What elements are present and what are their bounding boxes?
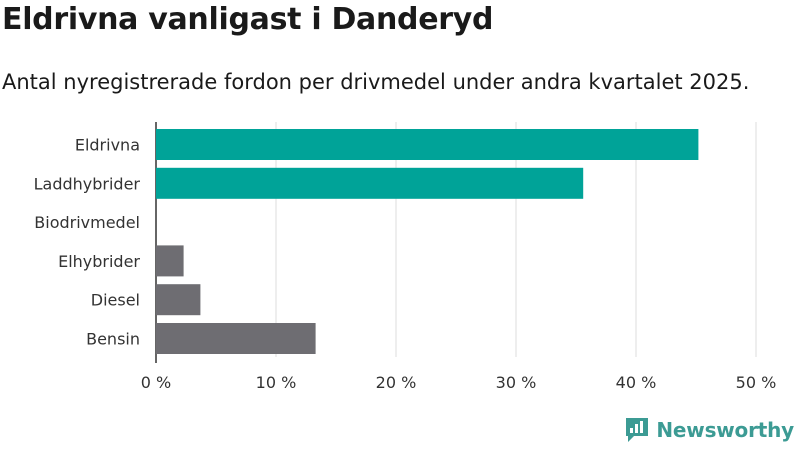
bar (156, 284, 201, 316)
x-tick-label: 50 % (736, 373, 777, 392)
bar (156, 323, 316, 354)
bar (156, 245, 184, 277)
x-tick-label: 20 % (376, 373, 417, 392)
category-label: Biodrivmedel (34, 213, 140, 232)
bar (156, 167, 584, 199)
x-tick-label: 40 % (616, 373, 657, 392)
newsworthy-logo-icon (626, 418, 649, 442)
category-label: Elhybrider (58, 252, 140, 271)
x-tick-labels: 0 % 10 % 20 % 30 % 40 % 50 % (141, 373, 777, 392)
bar (156, 129, 699, 160)
category-label: Eldrivna (75, 136, 140, 155)
grid-lines (155, 122, 757, 363)
x-tick-label: 30 % (496, 373, 537, 392)
category-label: Bensin (86, 330, 140, 349)
brand-logo: Newsworthy (624, 416, 794, 444)
chart-subtitle: Antal nyregistrerade fordon per drivmede… (2, 70, 750, 94)
bars (156, 129, 699, 354)
category-labels: Eldrivna Laddhybrider Biodrivmedel Elhybrid… (34, 136, 141, 349)
category-label: Diesel (91, 291, 140, 310)
brand-name: Newsworthy (656, 418, 794, 442)
x-tick-label: 10 % (256, 373, 297, 392)
category-label: Laddhybrider (34, 174, 141, 193)
x-tick-label: 0 % (141, 373, 171, 392)
chart-title: Eldrivna vanligast i Danderyd (2, 2, 494, 37)
